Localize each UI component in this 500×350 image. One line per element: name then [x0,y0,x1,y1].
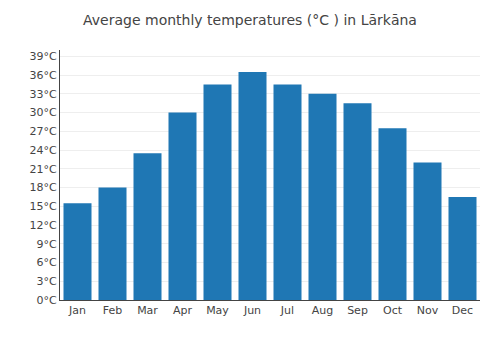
svg-text:0°C: 0°C [37,294,57,307]
svg-text:36°C: 36°C [30,69,57,82]
svg-text:12°C: 12°C [30,219,57,232]
svg-text:Sep: Sep [347,304,368,317]
svg-text:Jul: Jul [280,304,294,317]
svg-text:Average monthly temperatures (: Average monthly temperatures (°C ) in Lā… [83,12,417,28]
svg-text:Dec: Dec [452,304,473,317]
svg-text:Aug: Aug [312,304,333,317]
svg-text:May: May [206,304,229,317]
svg-text:6°C: 6°C [37,256,57,269]
svg-text:30°C: 30°C [30,106,57,119]
svg-text:Apr: Apr [173,304,193,317]
svg-text:3°C: 3°C [37,275,57,288]
svg-text:18°C: 18°C [30,181,57,194]
svg-text:Jan: Jan [68,304,86,317]
svg-text:Oct: Oct [383,304,403,317]
svg-text:15°C: 15°C [30,200,57,213]
svg-text:39°C: 39°C [30,50,57,63]
svg-text:27°C: 27°C [30,125,57,138]
svg-text:Nov: Nov [417,304,439,317]
svg-text:Jun: Jun [243,304,261,317]
svg-text:33°C: 33°C [30,88,57,101]
svg-text:Feb: Feb [103,304,122,317]
svg-text:24°C: 24°C [30,144,57,157]
svg-text:9°C: 9°C [37,238,57,251]
svg-text:Mar: Mar [137,304,158,317]
svg-text:21°C: 21°C [30,163,57,176]
